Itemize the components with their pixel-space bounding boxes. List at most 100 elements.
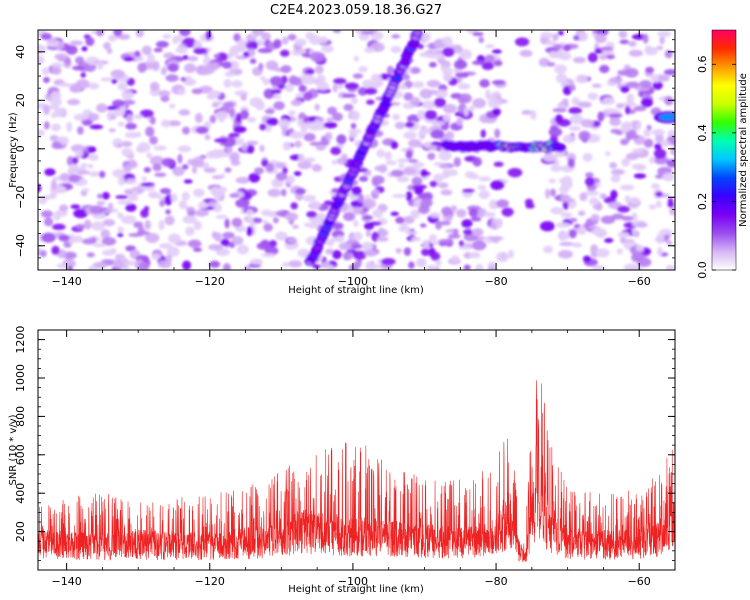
heatmap-cell bbox=[366, 99, 375, 105]
heatmap-cell bbox=[519, 49, 533, 58]
heatmap-cell bbox=[133, 114, 144, 120]
heatmap-cell bbox=[628, 49, 644, 57]
heatmap-cell bbox=[192, 247, 203, 252]
heatmap-cell bbox=[273, 101, 285, 111]
heatmap-cell bbox=[146, 53, 155, 64]
heatmap-cell bbox=[65, 45, 78, 55]
heatmap-cell bbox=[266, 117, 279, 126]
heatmap-cell bbox=[552, 33, 559, 41]
heatmap-cell bbox=[435, 220, 442, 230]
heatmap-cell bbox=[548, 178, 556, 184]
heatmap-cell bbox=[633, 105, 647, 112]
heatmap-cell bbox=[182, 55, 189, 60]
heatmap-cell bbox=[395, 216, 405, 224]
heatmap-cell bbox=[325, 248, 335, 255]
heatmap-cells bbox=[38, 30, 675, 270]
snr-y-tick-label: 600 bbox=[14, 444, 27, 465]
heatmap-feature-cell bbox=[413, 30, 421, 36]
heatmap-cell bbox=[443, 168, 458, 177]
heatmap-cell bbox=[649, 156, 655, 164]
heatmap-cell bbox=[657, 74, 670, 82]
heatmap-cell bbox=[108, 128, 116, 133]
heatmap-cell bbox=[41, 67, 50, 76]
heatmap-cell bbox=[67, 265, 73, 270]
heatmap-cell bbox=[275, 231, 288, 241]
heatmap-cell bbox=[558, 177, 573, 184]
heatmap-cell bbox=[332, 249, 342, 260]
heatmap-cell bbox=[286, 175, 296, 185]
heatmap-cell bbox=[380, 257, 396, 266]
heatmap-cell bbox=[610, 174, 621, 183]
heatmap-cell bbox=[97, 193, 103, 199]
heatmap-cell bbox=[656, 45, 664, 50]
heatmap-cell bbox=[281, 188, 287, 197]
heatmap-cell bbox=[620, 184, 635, 191]
heatmap-cell bbox=[221, 61, 232, 69]
heatmap-cell bbox=[475, 263, 484, 270]
heatmap-y-axis-label: Frequency (Hz) bbox=[8, 112, 19, 188]
heatmap-cell bbox=[587, 92, 599, 101]
heatmap-cell bbox=[395, 247, 402, 254]
heatmap-cell bbox=[604, 238, 614, 244]
heatmap-cell bbox=[609, 162, 618, 169]
heatmap-cell bbox=[51, 123, 61, 132]
heatmap-cell bbox=[87, 146, 97, 154]
heatmap-cell bbox=[315, 144, 326, 151]
colorbar-tick-label: 0.6 bbox=[696, 56, 709, 74]
heatmap-cell bbox=[140, 182, 155, 187]
heatmap-cell bbox=[342, 251, 352, 261]
heatmap-cell bbox=[568, 107, 583, 115]
heatmap-cell bbox=[351, 97, 358, 105]
snr-frame bbox=[37, 329, 676, 571]
colorbar: 0.0 0.2 0.4 0.6 Normalized spectral amplitu… bbox=[696, 29, 749, 279]
heatmap-cell bbox=[584, 190, 599, 196]
heatmap-cell bbox=[372, 209, 383, 218]
heatmap-cell bbox=[550, 207, 564, 215]
heatmap-cell bbox=[453, 157, 462, 168]
colorbar-tick-label: 0.4 bbox=[696, 124, 709, 142]
heatmap-cell bbox=[263, 223, 273, 232]
heatmap-cell bbox=[652, 80, 663, 90]
heatmap-cell bbox=[149, 136, 158, 145]
heatmap-cell bbox=[648, 204, 657, 210]
heatmap-cell bbox=[332, 30, 342, 33]
heatmap-cell bbox=[205, 30, 212, 41]
heatmap-cell bbox=[390, 141, 399, 149]
heatmap-cell bbox=[230, 159, 241, 166]
heatmap-cell bbox=[70, 204, 81, 209]
heatmap-cell bbox=[666, 240, 673, 247]
heatmap-cell bbox=[260, 76, 266, 81]
heatmap-cell bbox=[159, 243, 173, 249]
heatmap-cell bbox=[639, 80, 652, 89]
snr-x-tick-label: −140 bbox=[52, 575, 82, 588]
heatmap-cell bbox=[571, 242, 583, 248]
heatmap-cell bbox=[592, 204, 604, 210]
heatmap-cell bbox=[358, 33, 370, 41]
colorbar-tick-label: 0.2 bbox=[696, 193, 709, 211]
heatmap-cell bbox=[485, 44, 495, 49]
heatmap-cell bbox=[275, 172, 288, 181]
heatmap-cell bbox=[594, 33, 607, 44]
heatmap-cell bbox=[288, 110, 296, 116]
heatmap-cell bbox=[310, 201, 321, 209]
heatmap-cell bbox=[543, 245, 554, 254]
heatmap-cell bbox=[507, 249, 514, 259]
snr-y-tick-label: 800 bbox=[14, 406, 27, 427]
heatmap-cell bbox=[304, 157, 316, 163]
heatmap-cell bbox=[295, 188, 306, 195]
heatmap-cell bbox=[118, 33, 131, 40]
heatmap-cell bbox=[228, 107, 236, 118]
heatmap-cell bbox=[235, 176, 251, 184]
heatmap-cell bbox=[582, 255, 592, 263]
heatmap-cell bbox=[117, 82, 128, 91]
heatmap-cell bbox=[552, 107, 567, 113]
heatmap-cell bbox=[403, 247, 412, 256]
heatmap-cell bbox=[227, 52, 234, 60]
heatmap-cell bbox=[88, 82, 100, 90]
heatmap-cell bbox=[143, 205, 150, 212]
heatmap-cell bbox=[58, 234, 71, 242]
heatmap-cell bbox=[85, 37, 95, 47]
heatmap-y-tick-label: 20 bbox=[14, 93, 27, 107]
heatmap-cell bbox=[264, 108, 275, 114]
heatmap-cell bbox=[185, 206, 195, 211]
